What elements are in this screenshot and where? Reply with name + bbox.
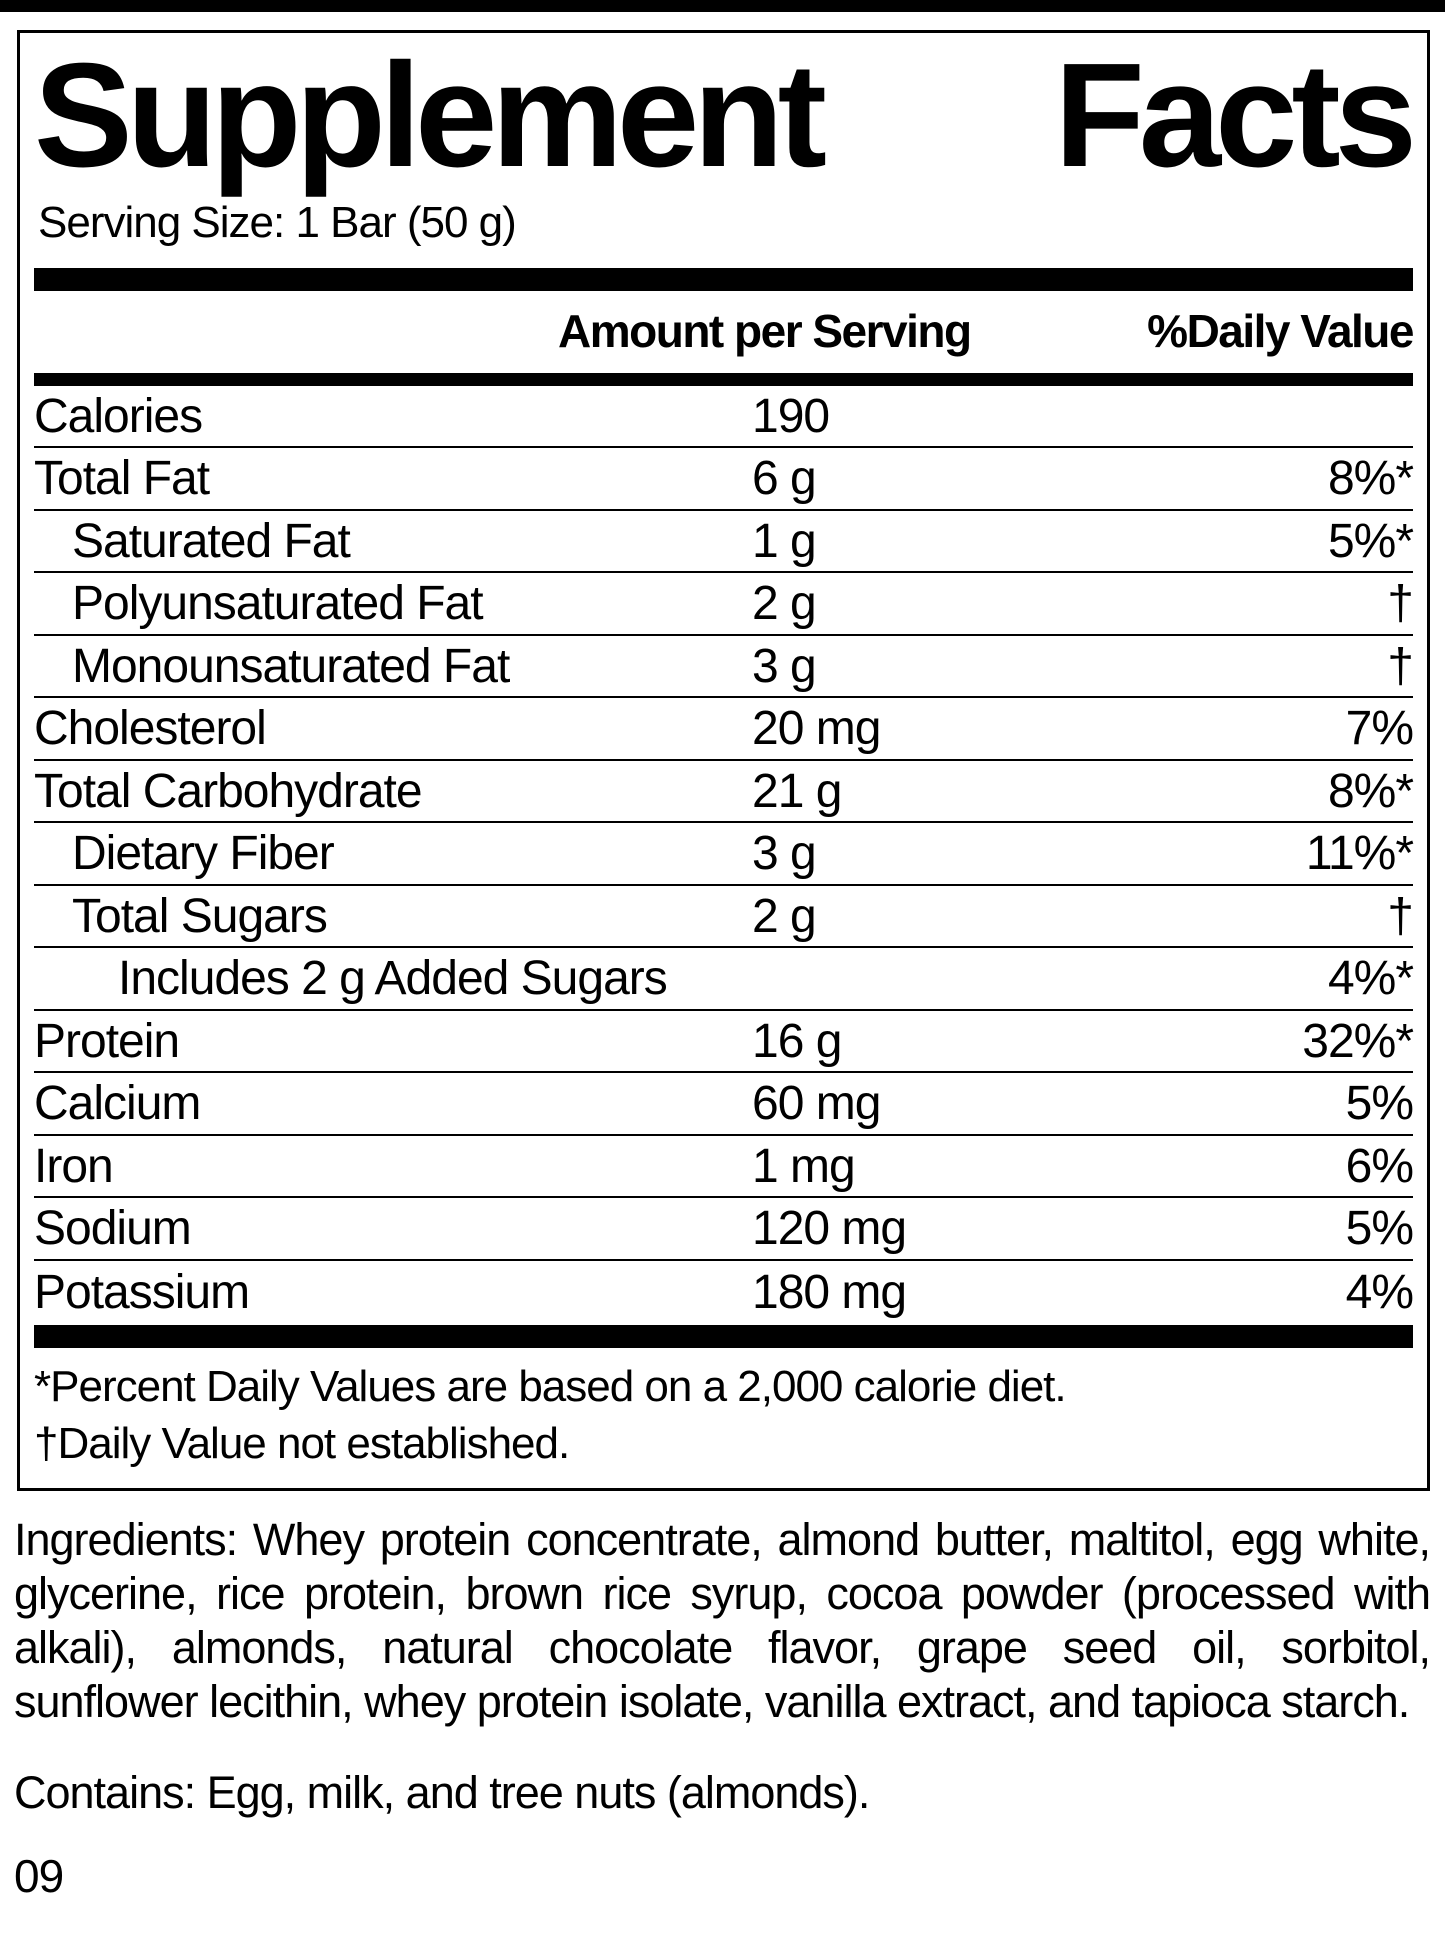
nutrient-daily-value: 5%* [1327,514,1414,568]
nutrient-name: Monounsaturated Fat [72,639,510,693]
nutrient-amount: 180 mg [752,1265,907,1319]
nutrient-amount: 1 g [752,514,817,568]
nutrient-row: Calcium 60 mg 5% [34,1073,1414,1136]
nutrient-row: Saturated Fat 1 g 5%* [34,511,1414,574]
nutrient-rows: Calories 190 Total Fat 6 g 8%* Saturated… [34,386,1414,1324]
divider-bar-header [34,372,1413,386]
nutrient-name: Calories [34,389,203,443]
nutrient-name: Saturated Fat [72,514,351,568]
nutrient-daily-value: 5% [1345,1077,1414,1131]
nutrient-row: Potassium 180 mg 4% [34,1261,1414,1324]
nutrient-daily-value: 4%* [1327,952,1414,1006]
nutrient-daily-value: 5% [1345,1202,1414,1256]
panel-title-word-supplement: Supplement [34,33,827,198]
nutrient-name: Total Sugars [72,889,328,943]
nutrient-amount: 60 mg [752,1077,881,1131]
divider-bar-bottom [34,1325,1413,1349]
nutrient-row: Sodium 120 mg 5% [34,1198,1414,1261]
nutrient-row: Total Carbohydrate 21 g 8%* [34,761,1414,824]
nutrient-row: Monounsaturated Fat 3 g † [34,636,1414,699]
table-column-header: Amount per Serving %Daily Value [34,304,1414,357]
nutrient-name: Includes 2 g Added Sugars [118,952,668,1006]
nutrient-daily-value: 4% [1345,1265,1414,1319]
nutrient-name: Sodium [34,1202,192,1256]
nutrient-row: Polyunsaturated Fat 2 g † [34,573,1414,636]
nutrient-amount: 2 g [752,577,817,631]
nutrient-row: Cholesterol 20 mg 7% [34,698,1414,761]
column-header-amount: Amount per Serving [558,304,972,357]
footnotes: *Percent Daily Values are based on a 2,0… [34,1358,1413,1488]
nutrient-daily-value: 8%* [1327,764,1414,818]
panel-title-word-facts: Facts [1054,33,1417,198]
nutrient-amount: 120 mg [752,1202,907,1256]
column-header-daily-value: %Daily Value [1147,304,1414,357]
nutrient-amount: 21 g [752,764,842,818]
divider-bar-top [34,267,1413,291]
nutrient-name: Polyunsaturated Fat [72,577,484,631]
nutrient-row: Total Fat 6 g 8%* [34,448,1414,511]
nutrient-daily-value: 11%* [1305,827,1414,881]
nutrient-row: Total Sugars 2 g † [34,886,1414,949]
nutrient-daily-value: 7% [1345,702,1414,756]
nutrient-daily-value: † [1387,577,1414,631]
footnote-percent-daily-value: *Percent Daily Values are based on a 2,0… [34,1362,1067,1412]
nutrient-row: Protein 16 g 32%* [34,1011,1414,1074]
page-code: 09 [14,1850,64,1903]
nutrient-row: Calories 190 [34,386,1413,449]
nutrient-amount: 2 g [752,889,817,943]
nutrient-daily-value: 32%* [1302,1014,1414,1068]
nutrient-name: Dietary Fiber [72,827,335,881]
nutrient-amount: 1 mg [752,1139,856,1193]
nutrient-amount: 16 g [752,1014,842,1068]
nutrient-amount: 3 g [752,639,817,693]
nutrient-row: Iron 1 mg 6% [34,1136,1414,1199]
top-black-strip [0,0,1445,12]
nutrient-daily-value: † [1387,639,1414,693]
nutrient-name: Cholesterol [34,702,267,756]
nutrient-amount: 6 g [752,452,817,506]
nutrient-name: Protein [34,1014,180,1068]
nutrient-row: Dietary Fiber 3 g 11%* [34,823,1414,886]
ingredients-paragraph: Ingredients: Whey protein concentrate, a… [14,1514,1431,1728]
contains-statement: Contains: Egg, milk, and tree nuts (almo… [14,1767,870,1819]
serving-size-text: Serving Size: 1 Bar (50 g) [38,197,517,247]
nutrient-name: Potassium [34,1265,250,1319]
supplement-facts-panel: Supplement Facts Serving Size: 1 Bar (50… [17,30,1430,1492]
nutrient-amount: 20 mg [752,702,881,756]
nutrient-name: Calcium [34,1077,201,1131]
footnote-daily-value-not-established: †Daily Value not established. [34,1419,570,1469]
nutrient-daily-value: 8%* [1327,452,1414,506]
nutrient-name: Total Fat [34,452,210,506]
nutrient-amount: 3 g [752,827,817,881]
nutrient-row: Includes 2 g Added Sugars 4%* [34,948,1414,1011]
nutrient-daily-value: † [1387,889,1414,943]
nutrient-name: Total Carbohydrate [34,764,423,818]
nutrient-name: Iron [34,1139,114,1193]
nutrient-daily-value: 6% [1345,1139,1414,1193]
nutrient-amount: 190 [752,389,830,443]
panel-title: Supplement Facts [34,33,1417,198]
